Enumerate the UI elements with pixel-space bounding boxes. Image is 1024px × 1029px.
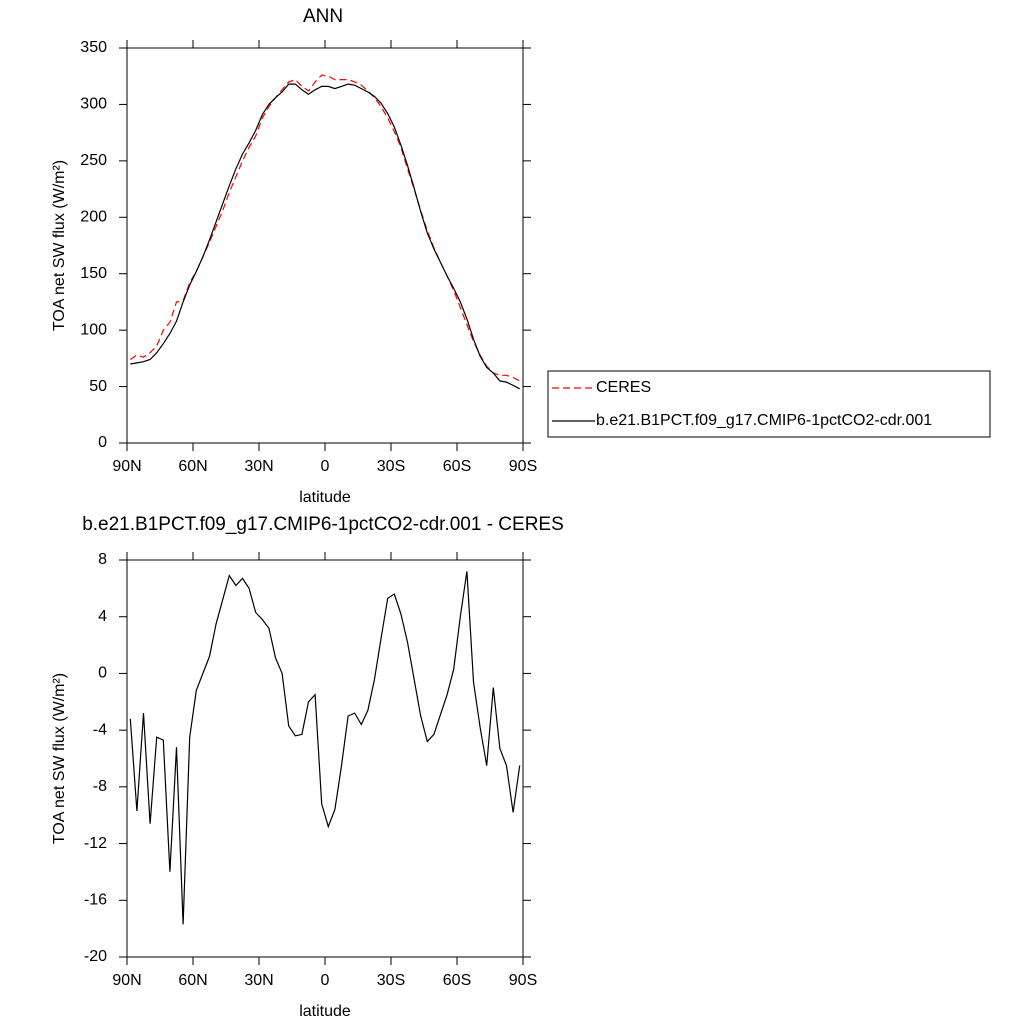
x-tick-label: 0 [321,458,330,475]
y-tick-label: 4 [98,608,107,625]
y-tick-label: 0 [98,434,107,451]
x-tick-label: 90N [112,972,141,989]
y-tick-label: 8 [98,551,107,568]
x-tick-label: 60N [178,972,207,989]
plot-frame [126,559,524,958]
x-tick-label: 60S [443,972,471,989]
y-tick-label: 100 [80,321,107,338]
legend-box [547,370,991,438]
y-tick-label: -20 [84,948,107,965]
y-tick-label: 350 [80,39,107,56]
data-line [130,83,520,390]
chart-title: ANN [303,6,343,27]
plot-frame [126,47,524,444]
x-tick-label: 30S [377,458,405,475]
x-tick-label: 90N [112,458,141,475]
x-tick-label: 60N [178,458,207,475]
y-tick-label: 300 [80,96,107,113]
x-tick-label: 90S [509,458,537,475]
legend-label: b.e21.B1PCT.f09_g17.CMIP6-1pctCO2-cdr.00… [596,412,932,429]
x-tick-label: 30S [377,972,405,989]
y-tick-label: 250 [80,152,107,169]
y-axis-label: TOA net SW flux (W/m²) [51,673,68,844]
y-tick-label: 150 [80,265,107,282]
legend-label: CERES [596,379,651,396]
x-axis-label: latitude [299,1003,351,1020]
x-tick-label: 60S [443,458,471,475]
y-tick-label: 200 [80,209,107,226]
x-tick-label: 0 [321,972,330,989]
y-axis-label: TOA net SW flux (W/m²) [51,160,68,331]
x-axis-label: latitude [299,489,351,506]
x-tick-label: 90S [509,972,537,989]
y-tick-label: -16 [84,892,107,909]
x-tick-label: 30N [244,972,273,989]
data-line [129,571,521,925]
y-tick-label: 50 [89,378,107,395]
chart-title: b.e21.B1PCT.f09_g17.CMIP6-1pctCO2-cdr.00… [82,514,564,535]
y-tick-label: -12 [84,835,107,852]
y-tick-label: -8 [93,778,107,795]
x-tick-label: 30N [244,458,273,475]
y-tick-label: 0 [98,665,107,682]
data-line [129,74,520,382]
y-tick-label: -4 [93,721,107,738]
